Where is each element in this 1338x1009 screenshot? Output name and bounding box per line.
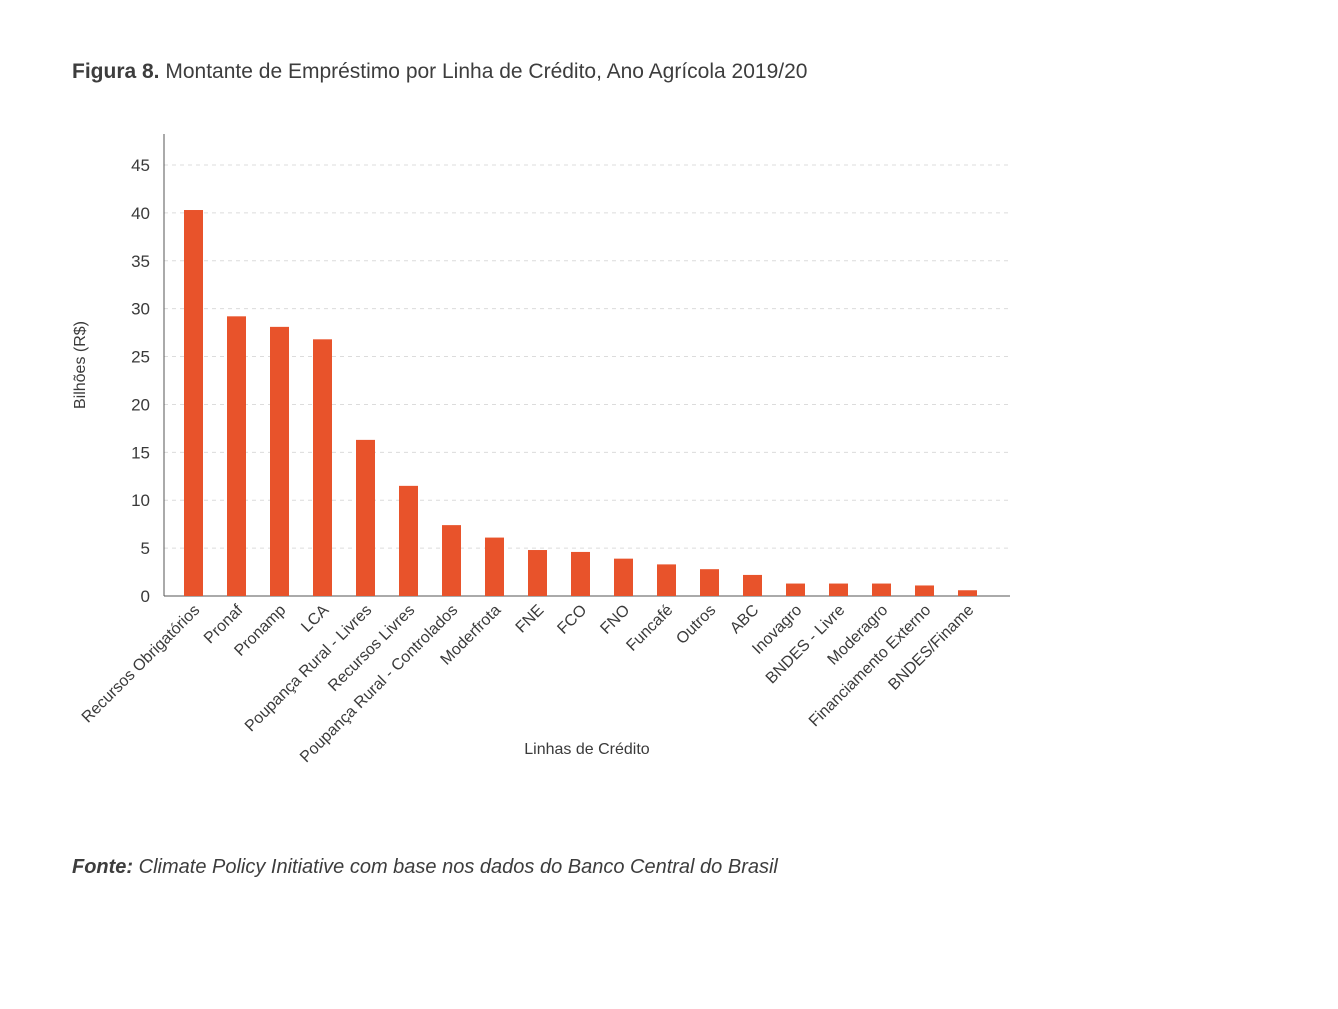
axes [163,134,1010,597]
bar [356,439,375,596]
y-tick-label: 45 [131,156,150,175]
source-label: Fonte: [72,856,134,878]
figure-title: Figura 8. Montante de Empréstimo por Lin… [72,60,807,84]
bar [184,210,203,596]
bar [399,485,418,596]
x-tick-label: ABC [727,602,762,637]
source-note: Fonte: Climate Policy Initiative com bas… [72,856,778,879]
bar [958,590,977,596]
bar [872,583,891,596]
bars [184,210,977,596]
x-tick-label: LCA [298,602,332,636]
bar [786,583,805,596]
y-tick-label: 35 [131,252,150,271]
bar [829,583,848,596]
bar [657,564,676,596]
bar [313,339,332,596]
x-tick-label: Outros [673,602,719,648]
bar [227,316,246,596]
bar [700,569,719,596]
x-tick-label: Recursos Obrigatórios [79,602,204,727]
source-text: Climate Policy Initiative com base nos d… [138,856,778,878]
y-tick-labels: 0 5 10 15 20 25 30 35 40 45 [131,156,150,606]
grid-lines [164,164,1010,549]
bar [614,558,633,596]
y-tick-label: 30 [131,300,150,319]
bar [270,326,289,596]
x-tick-label: FCO [554,602,590,638]
y-tick-label: 10 [131,491,150,510]
y-tick-label: 40 [131,204,150,223]
y-axis-label: Bilhões (R$) [72,321,89,409]
bar [571,551,590,596]
bar [485,537,504,596]
x-tick-label: FNO [597,602,633,638]
bar [915,585,934,596]
bar [442,525,461,596]
x-tick-label: FNE [513,602,548,637]
y-tick-label: 5 [141,539,150,558]
y-tick-label: 25 [131,348,150,367]
y-tick-label: 15 [131,443,150,462]
x-axis-label: Linhas de Crédito [524,741,650,758]
figure-title-text: Montante de Empréstimo por Linha de Créd… [165,60,808,83]
figure-label: Figura 8. [72,60,160,83]
x-tick-label: Poupança Rural - Controlados [297,602,461,766]
x-tick-label: Funcafé [623,602,676,655]
y-tick-label: 20 [131,395,150,414]
y-tick-label: 0 [141,587,150,606]
bar [528,550,547,596]
bar [743,574,762,596]
